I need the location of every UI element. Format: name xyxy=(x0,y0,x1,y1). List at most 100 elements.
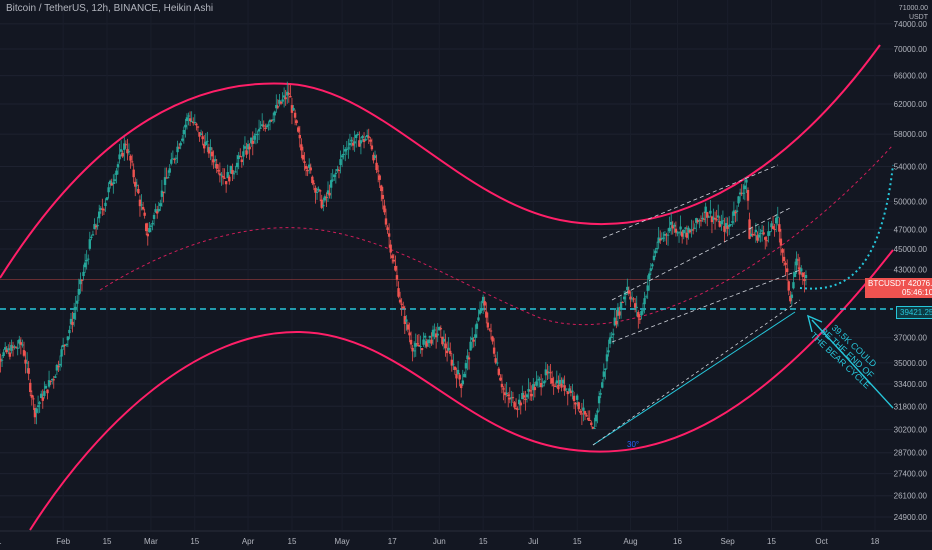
candle-body xyxy=(528,390,532,392)
candle-body xyxy=(91,234,95,236)
candle-body xyxy=(245,150,248,155)
candle-body xyxy=(737,196,740,204)
candle-body xyxy=(610,336,613,338)
candle-body xyxy=(304,165,308,169)
candle-body xyxy=(698,220,701,222)
candle-body xyxy=(121,152,124,157)
candle-body xyxy=(102,209,106,211)
candle-body xyxy=(22,350,26,356)
last-price-tag: BTCUSDT 42076.76 05:46:10 xyxy=(865,278,932,298)
candle-body xyxy=(27,368,30,374)
candle-body xyxy=(605,354,609,362)
candle-body xyxy=(201,136,204,140)
candle-body xyxy=(768,231,772,233)
lower-channel-curve xyxy=(29,249,894,531)
candle-body xyxy=(760,230,764,232)
candle-body xyxy=(93,224,96,230)
candle-body xyxy=(40,393,43,398)
parallel-channel-line-1 xyxy=(611,207,791,301)
candle-body xyxy=(33,408,37,418)
candle-body xyxy=(408,332,411,336)
candle-body xyxy=(353,141,356,144)
candle-body xyxy=(682,229,685,234)
candle-body xyxy=(179,142,182,146)
candle-body xyxy=(406,324,410,330)
candle-body xyxy=(389,244,392,253)
candle-body xyxy=(110,183,113,186)
candle-body xyxy=(489,330,493,332)
candle-body xyxy=(596,410,599,413)
candle-body xyxy=(496,362,499,364)
candle-body xyxy=(217,170,220,172)
candle-body xyxy=(671,225,674,229)
candle-body xyxy=(333,174,336,178)
candle-body xyxy=(445,350,449,354)
candle-body xyxy=(85,260,88,262)
candle-body xyxy=(0,358,2,362)
candle-body xyxy=(676,232,679,234)
candle-body xyxy=(455,374,458,379)
x-tick-label: 15 xyxy=(190,537,199,546)
projection-dotted-curve xyxy=(799,164,894,290)
candle-body xyxy=(99,208,102,210)
candle-body xyxy=(519,402,522,406)
candle-body xyxy=(381,194,385,199)
candle-body xyxy=(66,336,70,341)
candle-body xyxy=(213,159,217,161)
x-tick-label: 15 xyxy=(767,537,776,546)
candle-body xyxy=(193,121,196,123)
channel-drawings xyxy=(0,44,894,531)
annotation-arrow-head xyxy=(806,314,823,333)
candle-body xyxy=(372,154,375,161)
candle-body xyxy=(644,296,648,298)
candle-body xyxy=(557,384,560,390)
y-tick-label: 33400.00 xyxy=(894,380,928,389)
candle-body xyxy=(599,393,602,395)
candle-body xyxy=(510,397,513,399)
candle-body xyxy=(684,227,687,229)
candle-body xyxy=(729,224,732,226)
candle-body xyxy=(173,159,176,161)
candle-body xyxy=(293,112,297,118)
candle-body xyxy=(425,341,428,347)
candle-body xyxy=(525,394,529,398)
candle-body xyxy=(764,237,767,240)
candle-body xyxy=(320,199,323,208)
candle-body xyxy=(348,143,352,146)
candle-body xyxy=(627,290,631,294)
candle-body xyxy=(342,153,345,155)
candle-body xyxy=(433,329,436,331)
candle-body xyxy=(726,225,729,229)
candle-body xyxy=(470,337,474,340)
candle-body xyxy=(212,159,215,163)
x-axis: 11 Feb 15 Mar 15 Apr 15 May 17 Jun 15 Jul 15 Aug 16 Sep… xyxy=(0,530,932,546)
x-tick-label: 16 xyxy=(673,537,682,546)
candle-body xyxy=(586,417,590,420)
candle-body xyxy=(704,206,707,214)
price-tag-countdown: 05:46:10 xyxy=(902,288,932,297)
candle-body xyxy=(331,179,334,181)
candle-body xyxy=(155,211,159,214)
candle-body xyxy=(428,335,432,338)
candle-body xyxy=(630,298,634,300)
candle-body xyxy=(789,295,792,302)
candle-body xyxy=(347,147,350,149)
candle-body xyxy=(165,177,168,179)
x-tick-label: 15 xyxy=(103,537,112,546)
candle-body xyxy=(444,343,447,349)
candle-body xyxy=(309,167,312,171)
candle-body xyxy=(771,226,775,229)
candle-body xyxy=(543,381,546,384)
candle-body xyxy=(612,333,615,336)
grid-lines xyxy=(0,23,893,518)
parallel-channel-line-2 xyxy=(611,269,801,343)
candle-body xyxy=(63,344,66,346)
candle-body xyxy=(442,338,446,342)
upper-channel-curve xyxy=(0,44,881,279)
candle-body xyxy=(5,349,8,353)
candle-body xyxy=(695,218,698,223)
candle-body xyxy=(416,343,419,345)
candle-body xyxy=(492,347,496,354)
currency-label: 71000.00 USDT xyxy=(899,4,928,22)
